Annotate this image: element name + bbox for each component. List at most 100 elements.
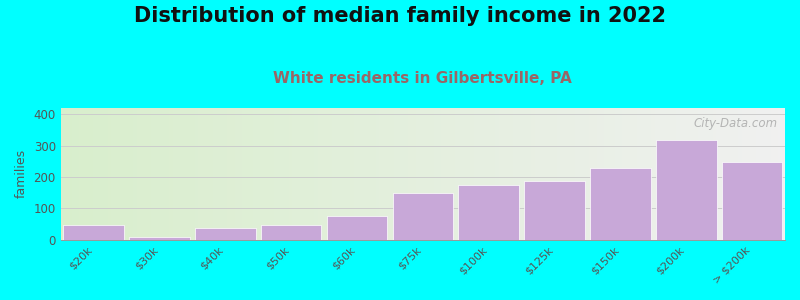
Bar: [506, 108, 510, 240]
Bar: [774, 108, 778, 240]
Bar: [213, 108, 216, 240]
Text: City-Data.com: City-Data.com: [694, 117, 778, 130]
Bar: [278, 108, 282, 240]
Bar: [481, 108, 485, 240]
Bar: [64, 108, 68, 240]
Bar: [379, 108, 383, 240]
Bar: [593, 108, 597, 240]
Bar: [151, 108, 155, 240]
Bar: [571, 108, 575, 240]
Bar: [133, 108, 137, 240]
Bar: [390, 108, 394, 240]
Bar: [224, 108, 227, 240]
Bar: [253, 108, 256, 240]
Bar: [455, 108, 459, 240]
Bar: [263, 108, 267, 240]
Bar: [216, 108, 220, 240]
Bar: [499, 108, 502, 240]
Bar: [782, 108, 785, 240]
Bar: [426, 108, 430, 240]
Bar: [293, 108, 296, 240]
Bar: [778, 108, 782, 240]
Bar: [101, 108, 104, 240]
Bar: [270, 108, 274, 240]
Bar: [289, 108, 293, 240]
Bar: [470, 108, 474, 240]
Bar: [626, 108, 630, 240]
Bar: [723, 108, 727, 240]
Bar: [170, 108, 173, 240]
Bar: [611, 108, 614, 240]
Bar: [423, 108, 426, 240]
Bar: [147, 108, 151, 240]
Bar: [383, 108, 386, 240]
Bar: [82, 108, 86, 240]
Bar: [187, 108, 191, 240]
Bar: [173, 108, 177, 240]
Bar: [362, 108, 365, 240]
Bar: [680, 108, 683, 240]
Bar: [162, 108, 166, 240]
Bar: [115, 108, 118, 240]
Bar: [702, 108, 706, 240]
Bar: [495, 108, 499, 240]
Bar: [184, 108, 187, 240]
Text: Distribution of median family income in 2022: Distribution of median family income in …: [134, 6, 666, 26]
Bar: [582, 108, 586, 240]
Bar: [234, 108, 238, 240]
Bar: [578, 108, 582, 240]
Bar: [209, 108, 213, 240]
Bar: [528, 108, 531, 240]
Bar: [654, 108, 658, 240]
Bar: [561, 108, 564, 240]
Bar: [438, 108, 441, 240]
Bar: [458, 185, 519, 240]
Bar: [339, 108, 343, 240]
Bar: [419, 108, 423, 240]
Bar: [97, 108, 101, 240]
Bar: [412, 108, 415, 240]
Bar: [590, 108, 593, 240]
Bar: [307, 108, 310, 240]
Bar: [354, 108, 358, 240]
Bar: [246, 108, 249, 240]
Bar: [104, 108, 108, 240]
Bar: [318, 108, 322, 240]
Bar: [510, 108, 514, 240]
Bar: [597, 108, 600, 240]
Bar: [415, 108, 419, 240]
Bar: [78, 108, 82, 240]
Bar: [282, 108, 286, 240]
Bar: [350, 108, 354, 240]
Bar: [622, 108, 626, 240]
Bar: [408, 108, 412, 240]
Bar: [310, 108, 314, 240]
Bar: [459, 108, 462, 240]
Bar: [709, 108, 713, 240]
Bar: [61, 108, 64, 240]
Bar: [720, 108, 723, 240]
Bar: [676, 108, 680, 240]
Bar: [227, 108, 231, 240]
Bar: [336, 108, 339, 240]
Bar: [524, 108, 528, 240]
Bar: [405, 108, 408, 240]
Bar: [75, 108, 78, 240]
Bar: [687, 108, 691, 240]
Bar: [122, 108, 126, 240]
Bar: [586, 108, 590, 240]
Bar: [86, 108, 90, 240]
Bar: [296, 108, 300, 240]
Bar: [206, 108, 209, 240]
Bar: [137, 108, 140, 240]
Bar: [343, 108, 346, 240]
Y-axis label: families: families: [15, 149, 28, 198]
Bar: [706, 108, 709, 240]
Bar: [550, 108, 554, 240]
Bar: [727, 108, 730, 240]
Bar: [63, 225, 124, 240]
Bar: [691, 108, 694, 240]
Bar: [386, 108, 390, 240]
Bar: [441, 108, 445, 240]
Bar: [393, 193, 453, 240]
